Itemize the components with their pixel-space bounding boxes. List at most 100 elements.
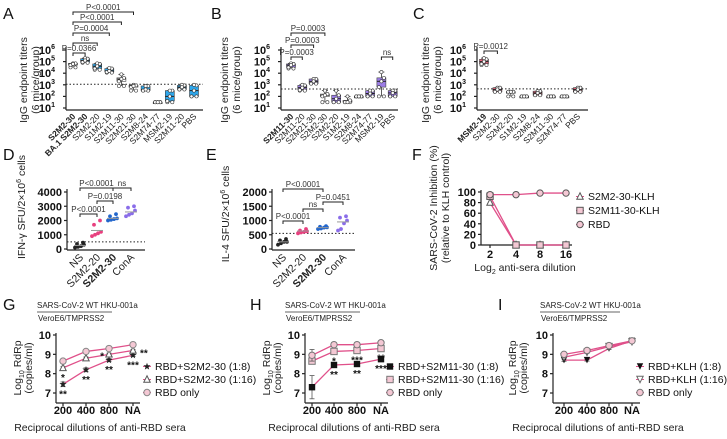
y-axis-label-sup: 6 [16,179,23,183]
triangle-marker [81,353,91,362]
data-point [393,94,398,99]
star-marker [143,362,151,370]
data-point [578,89,583,94]
significance-stars: * [332,356,336,367]
significance-bracket: ns [302,200,324,212]
data-point [143,87,148,92]
y-axis-label: (copies/ml) [272,342,284,393]
tick-exponent: 2 [51,90,55,97]
bracket-line [112,187,132,191]
data-point [331,100,336,105]
data-point [376,94,381,99]
data-point [92,222,96,227]
category-label: PBS [563,111,582,130]
tick-base: 10 [450,57,462,69]
x-axis-label-sub: 2 [492,269,496,276]
data-point [334,96,339,101]
data-point [97,67,102,72]
data-point [73,65,78,70]
tick-exponent: 1 [266,102,270,109]
significance-stars: ** [353,369,361,380]
triangle-marker [485,197,495,206]
data-point [368,91,373,96]
circle-marker [605,341,613,350]
legend-label: RBD+KLH (1:16) [648,374,727,386]
x-tick-label: 400 [325,405,343,417]
x-tick-label: 200 [54,405,72,417]
bracket-line [282,188,324,192]
data-point [107,68,112,73]
series-line [489,202,566,246]
x-tick-label: NA [373,405,389,417]
data-point [108,214,112,219]
legend-item: RBD+S2M2-30 (1:8) [143,361,250,373]
tick-base: 10 [254,91,266,103]
legend-item: RBD+S2M11-30 (1:16) [386,374,504,386]
x-tick-label: 800 [100,405,118,417]
series [486,192,570,249]
y-axis-label-main: IFN-γ SFU/2×10 [16,183,28,259]
legend-item: RBD only [143,387,200,399]
data-point [194,94,199,99]
dot-group [73,240,86,250]
p-value-label: P<0.0001 [80,13,115,22]
x-tick-label: 200 [303,405,321,417]
significance-bracket: P<0.0001 [72,13,122,25]
data-point [132,204,136,209]
series-line [489,195,566,246]
box-plot [140,84,151,93]
box-plot [177,82,187,92]
dot-group [296,227,309,236]
legend-label: RBD+S2M2-30 (1:8) [155,361,250,373]
data-point [300,85,305,90]
category-label: PBS [179,111,198,130]
series-line [563,340,633,355]
legend-label: RBD [588,219,611,231]
y-axis-label-main: Log [12,378,24,396]
significance-stars: *** [127,360,139,371]
tick-exponent: 3 [51,79,55,86]
data-point [562,94,567,99]
series [486,189,570,199]
p-value-label: P=0.0198 [88,192,123,201]
data-point [376,85,381,90]
p-value-label: ns [118,179,126,188]
y-tick-label: 7 [542,388,548,400]
data-point [192,88,196,93]
box-plot [286,61,296,71]
significance-bracket: P=0.0451 [316,193,351,205]
data-point [297,88,302,92]
box-plot [128,82,139,93]
legend-item: RBD only [636,387,693,399]
y-tick-label: 1000 [38,230,62,242]
p-value-label: P=0.0366 [62,44,97,53]
y-axis-label: (copies/ml) [23,342,35,393]
p-value-label: ns [81,34,89,43]
box-plot [532,89,543,98]
y-axis-label: (6 mice/group) [30,46,42,114]
data-point [73,245,77,250]
data-point [345,94,350,99]
data-point [314,81,319,86]
data-point [511,94,516,99]
bracket-line [72,32,110,36]
bracket-line [483,50,498,54]
dot-group [336,214,349,233]
chart-subtitle: VeroE6/TMPRSS2 [541,314,608,323]
box-plot [546,94,556,99]
bracket-line [72,42,98,46]
group-label: ConA [322,252,349,279]
series [308,355,385,400]
y-tick-label: 10 [536,330,548,342]
panel-letter: D [3,147,15,164]
bracket-line [290,56,303,60]
y-tick-label: 106 [39,44,55,57]
data-point [356,94,361,99]
bracket-line [96,200,114,204]
data-point [127,212,131,217]
x-tick-label: 800 [600,405,618,417]
y-tick-label: 105 [39,56,55,69]
